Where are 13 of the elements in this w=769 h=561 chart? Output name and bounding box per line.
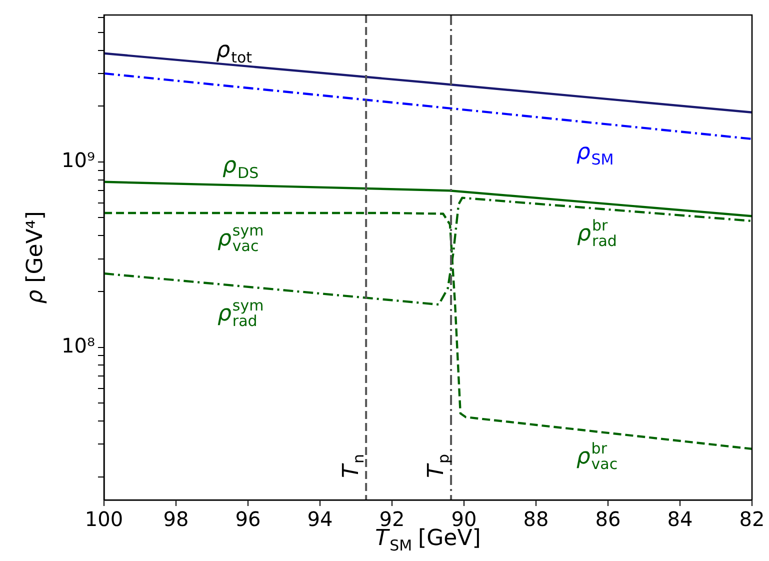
x-tick-label: 82 [739, 507, 765, 532]
x-tick-label: 88 [523, 507, 549, 532]
x-tick-label: 84 [667, 507, 693, 532]
y-axis-title: ρ [GeV⁴] [23, 211, 48, 304]
y-tick-label: 10⁹ [62, 148, 95, 172]
x-tick-label: 100 [84, 507, 124, 532]
ref-line-label: Tn [339, 454, 368, 478]
y-tick-label: 10⁸ [62, 333, 95, 358]
x-tick-label: 86 [595, 507, 621, 532]
ref-line-label: Tp [424, 454, 453, 478]
x-tick-label: 96 [235, 507, 261, 532]
x-tick-label: 98 [163, 507, 189, 532]
x-tick-label: 94 [307, 507, 333, 532]
